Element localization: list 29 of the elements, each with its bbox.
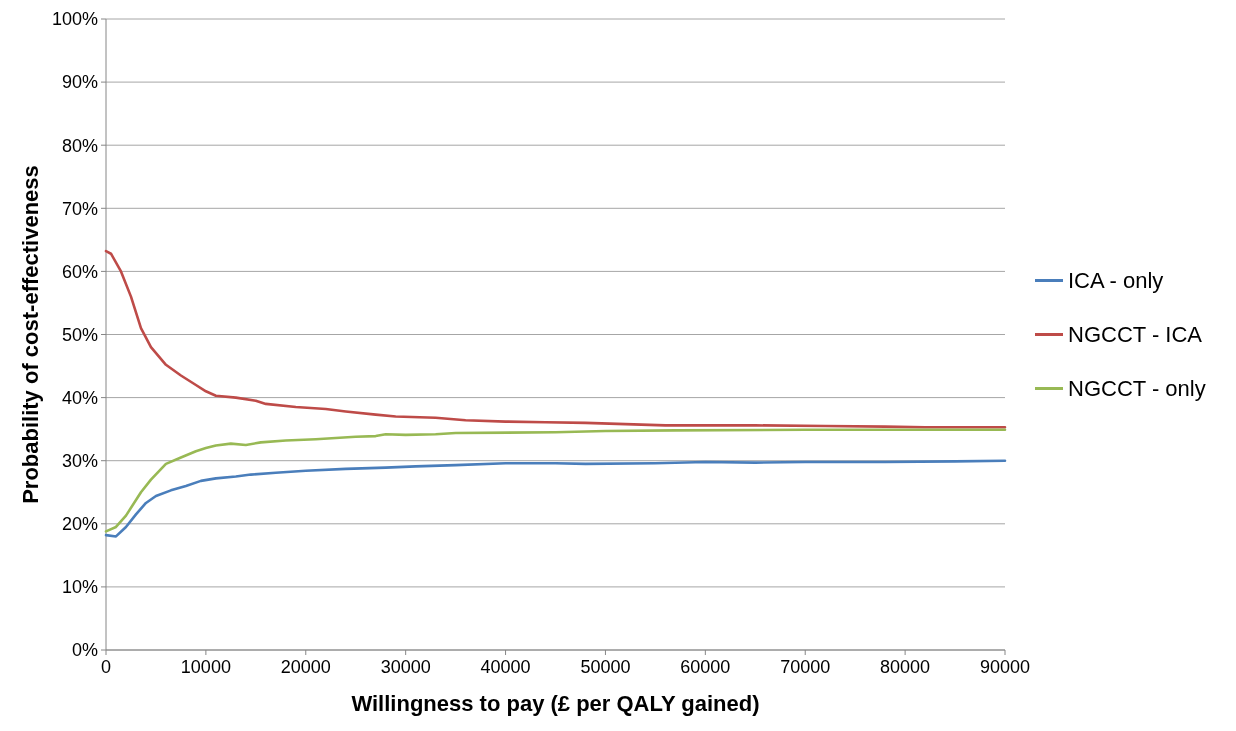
- line-series: [104, 249, 1007, 429]
- y-tick-label: 100%: [51, 9, 98, 30]
- x-tick-label: 70000: [780, 657, 831, 677]
- line-series: [104, 459, 1007, 538]
- x-tick-label: 80000: [880, 657, 931, 677]
- x-tick-label: 30000: [380, 657, 431, 677]
- x-axis-title: Willingness to pay (£ per QALY gained): [351, 691, 760, 716]
- x-tick-label: 0: [100, 657, 112, 677]
- x-tick-label: 10000: [180, 657, 231, 677]
- x-tick-label: 40000: [480, 657, 531, 677]
- x-tick-label: 50000: [580, 657, 631, 677]
- x-tick-label: 90000: [979, 657, 1031, 677]
- legend-label: NGCCT - ICA: [1068, 322, 1203, 348]
- x-tick-label: 60000: [680, 657, 731, 677]
- legend-label: NGCCT - only: [1068, 376, 1206, 402]
- y-axis-title: Probability of cost-effectiveness: [18, 165, 43, 504]
- y-tick-label: 90%: [61, 72, 98, 93]
- x-tick-label: 20000: [280, 657, 331, 677]
- y-tick-label: 70%: [61, 198, 98, 219]
- y-tick-label: 60%: [61, 261, 98, 282]
- y-tick-label: 40%: [61, 387, 98, 408]
- y-tick-label: 10%: [61, 577, 98, 598]
- y-tick-label: 80%: [61, 135, 98, 156]
- y-tick-label: 30%: [61, 451, 98, 471]
- y-tick-label: 50%: [61, 324, 98, 345]
- y-tick-label: 20%: [61, 514, 98, 535]
- legend-label: ICA - only: [1068, 268, 1164, 294]
- line-series: [104, 428, 1007, 533]
- y-tick-label: 0%: [71, 640, 98, 661]
